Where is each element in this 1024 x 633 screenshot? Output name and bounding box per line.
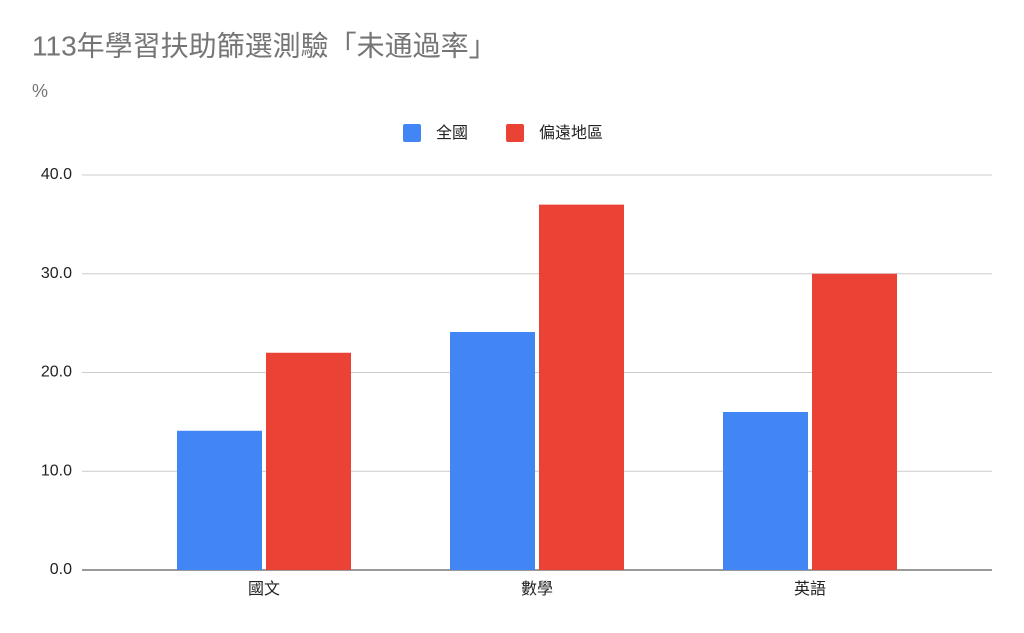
legend-swatch	[506, 124, 525, 142]
bar	[723, 412, 808, 570]
chart-subtitle: %	[32, 81, 48, 101]
legend-swatch	[403, 124, 421, 142]
bar	[266, 352, 351, 570]
chart-title: 113年學習扶助篩選測驗「未通過率」	[32, 30, 497, 61]
legend-label: 全國	[436, 124, 468, 142]
x-tick-label: 英語	[794, 580, 826, 598]
x-tick-label: 國文	[248, 580, 280, 598]
legend-label: 偏遠地區	[539, 124, 603, 142]
bar	[177, 430, 262, 570]
bar	[539, 204, 624, 570]
y-tick-label: 20.0	[41, 364, 72, 381]
y-tick-label: 0.0	[50, 561, 72, 578]
y-tick-label: 40.0	[41, 166, 72, 183]
bar	[450, 332, 535, 570]
x-tick-label: 數學	[521, 580, 553, 598]
y-tick-label: 10.0	[41, 462, 72, 479]
bar	[812, 273, 897, 570]
y-tick-label: 30.0	[41, 265, 72, 282]
